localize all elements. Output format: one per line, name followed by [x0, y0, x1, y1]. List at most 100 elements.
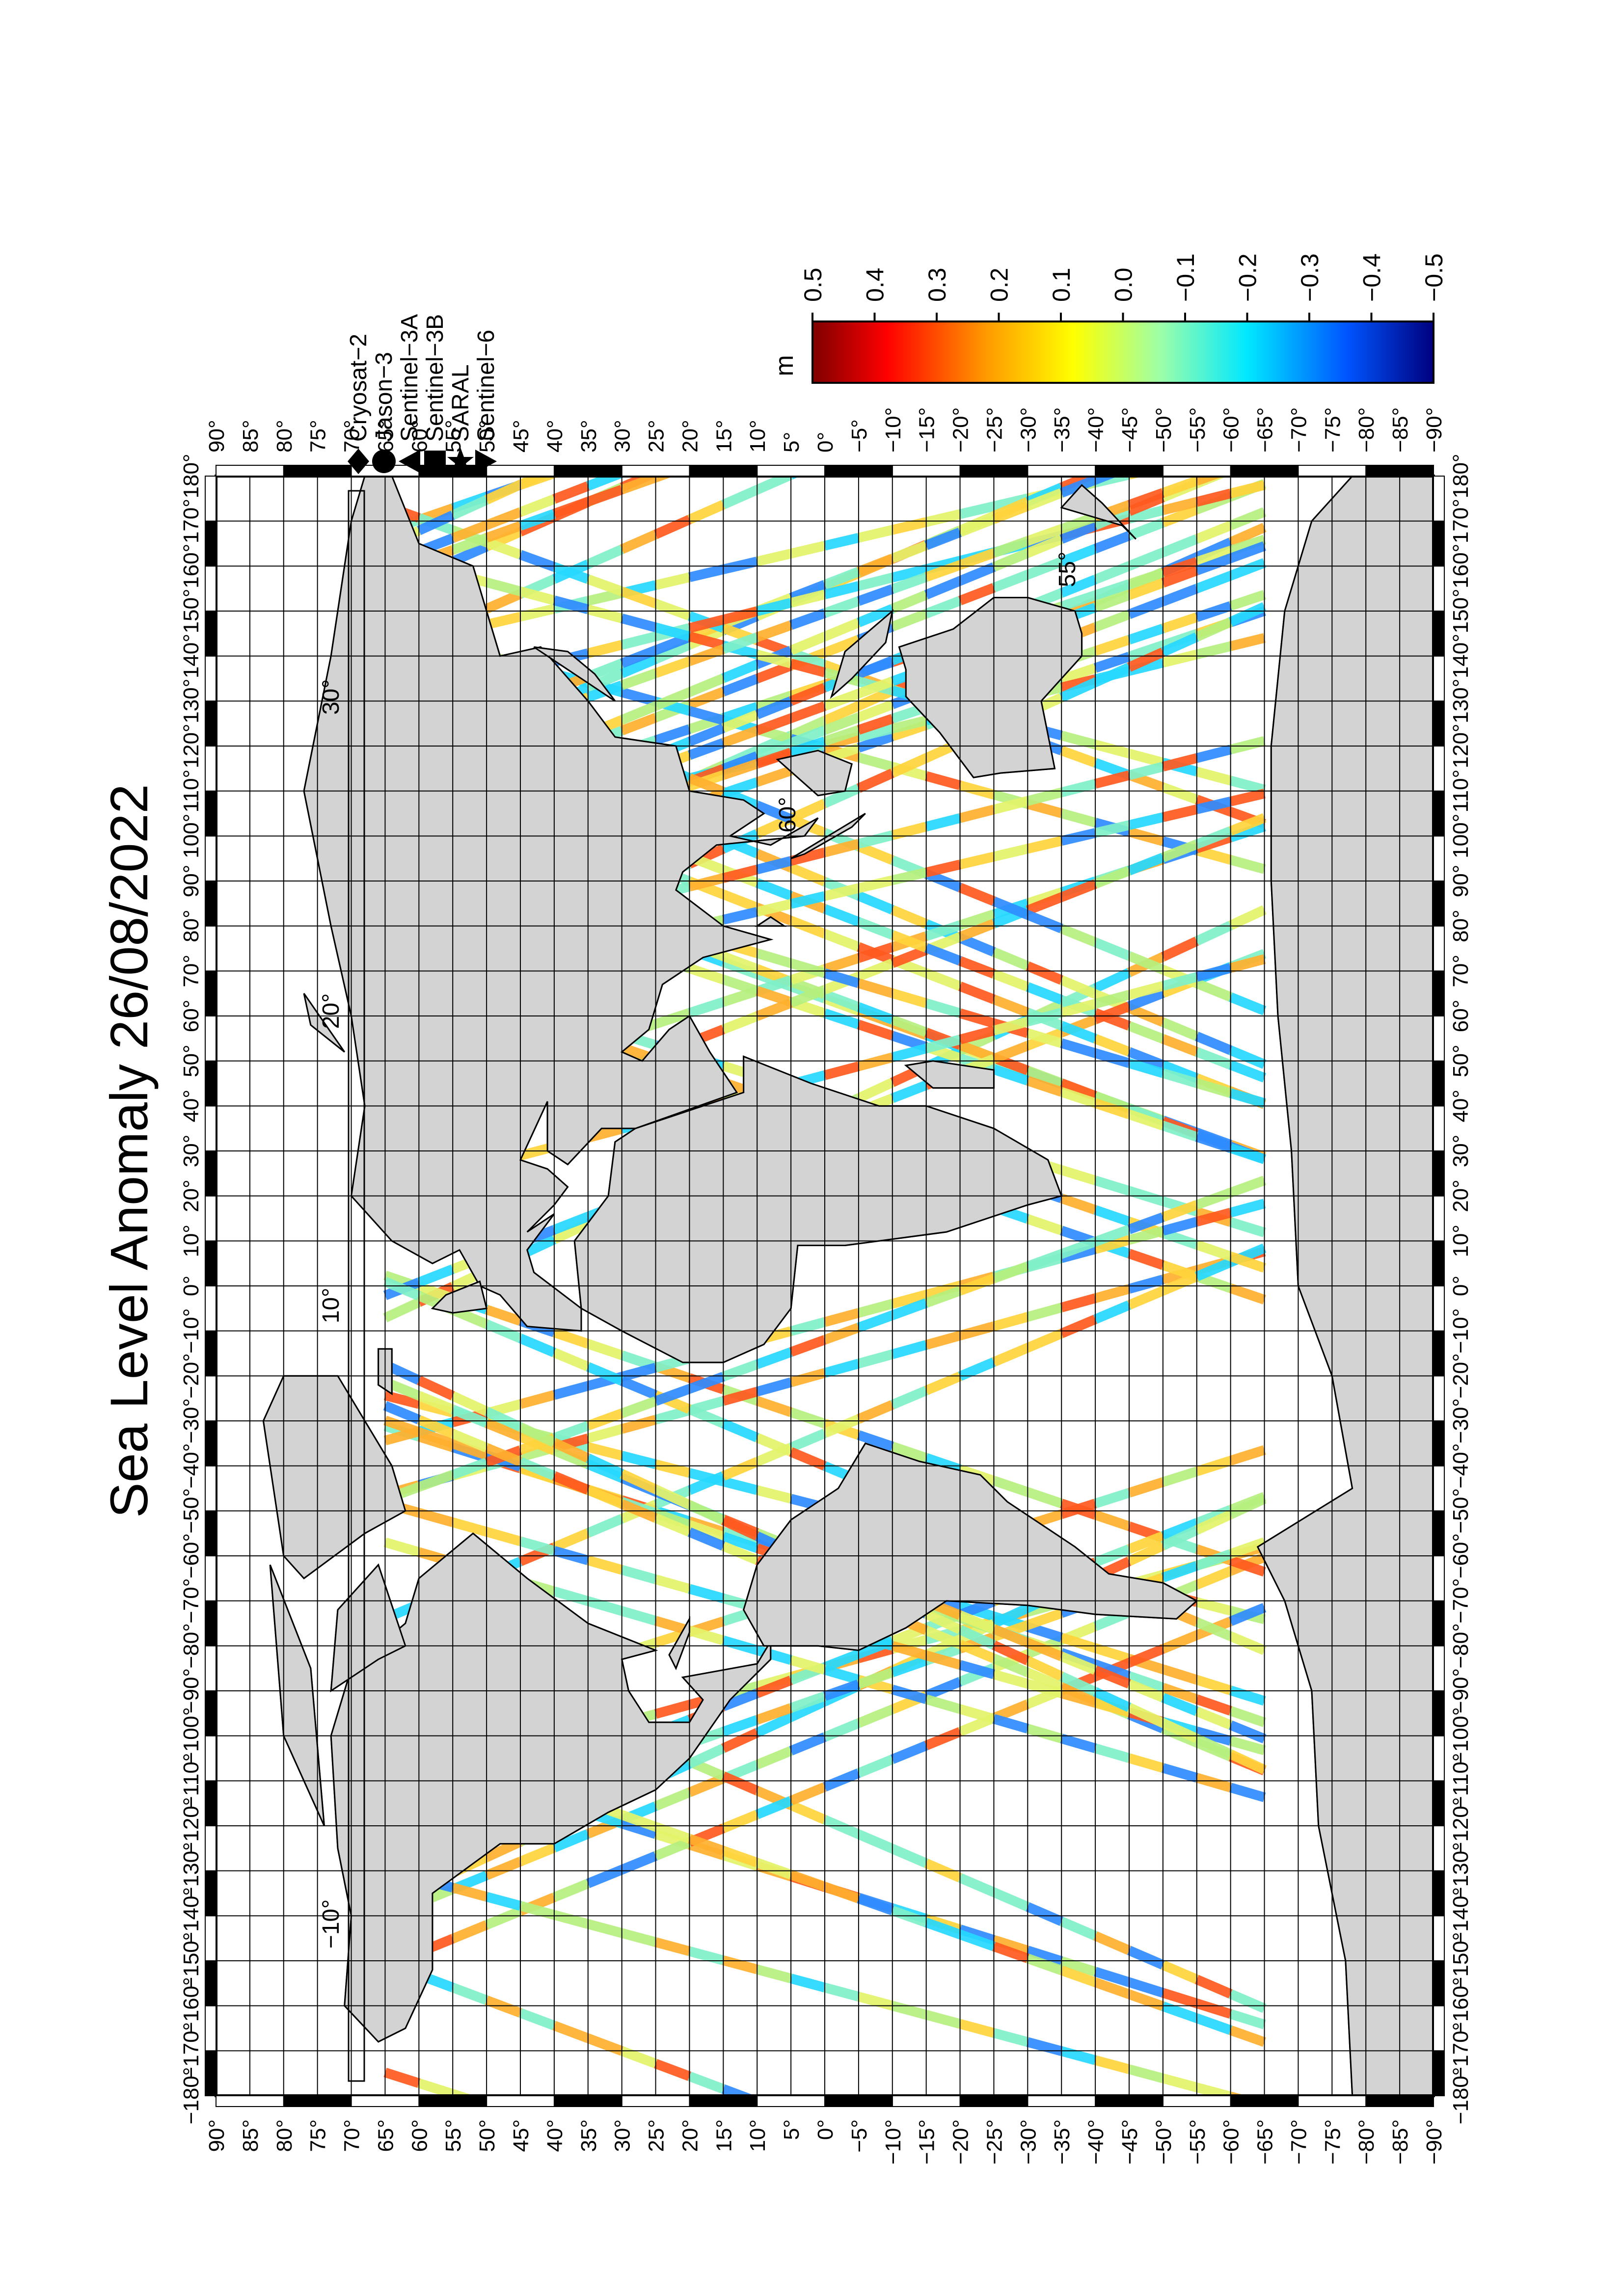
track-segment	[722, 606, 758, 625]
latitude-label: 35°	[577, 2119, 601, 2152]
latitude-label: −35°	[1050, 407, 1074, 453]
latitude-label: −45°	[1118, 407, 1142, 453]
track-segment	[823, 713, 861, 735]
track-segment	[451, 1429, 488, 1453]
longitude-label: −30°	[179, 1398, 203, 1443]
frame-block	[892, 2095, 961, 2107]
latitude-label: −25°	[982, 407, 1006, 453]
track-segment	[1127, 1541, 1165, 1566]
track-segment	[620, 1606, 657, 1626]
inset-label: 55°	[1055, 552, 1081, 587]
track-segment	[552, 1471, 590, 1495]
longitude-label: 150°	[1449, 588, 1473, 633]
frame-block	[1433, 655, 1445, 702]
track-segment	[654, 656, 691, 678]
track-segment	[924, 1371, 962, 1395]
land-overlay-new-zealand	[1060, 484, 1136, 540]
track-segment	[890, 905, 928, 929]
longitude-label: 160°	[1449, 544, 1473, 588]
track-segment	[755, 713, 793, 735]
frame-block	[553, 465, 622, 477]
latitude-label: −75°	[1321, 407, 1345, 453]
latitude-label: −60°	[1219, 2119, 1244, 2164]
track-segment	[925, 859, 961, 878]
frame-block	[205, 1150, 216, 1197]
longitude-label: −20°	[1449, 1353, 1473, 1398]
track-segment	[1162, 1217, 1198, 1236]
track-segment	[1195, 767, 1232, 786]
track-segment	[890, 753, 928, 778]
track-segment	[958, 2019, 996, 2038]
longitude-label: 120°	[1449, 723, 1473, 768]
land-overlay-japan	[533, 646, 616, 702]
longitude-labels-bottom: −180°−170°−160°−150°−140°−130°−120°−110°…	[1449, 454, 1473, 2124]
frame-block	[205, 565, 216, 612]
star-icon	[447, 448, 474, 473]
track-segment	[789, 659, 826, 677]
track-segment	[992, 1016, 1029, 1036]
track-segment	[1094, 1488, 1131, 1508]
track-segment	[823, 839, 860, 857]
track-segment	[552, 1219, 590, 1244]
track-segment	[1127, 568, 1165, 589]
track-segment	[755, 620, 793, 642]
frame-block	[1230, 2095, 1299, 2107]
latitude-label: −20°	[949, 2119, 973, 2164]
track-segment	[755, 696, 793, 720]
longitude-label: −150°	[179, 1932, 203, 1990]
track-segment	[1093, 1659, 1131, 1681]
track-segment	[721, 1419, 759, 1442]
frame-block	[1027, 2095, 1096, 2107]
frame-block	[1433, 1285, 1445, 1332]
track-segment	[1060, 828, 1097, 846]
track-segment	[1128, 1275, 1164, 1294]
track-segment	[789, 1335, 827, 1357]
track-segment	[891, 1340, 928, 1359]
track-segment	[586, 1362, 624, 1386]
track-segment	[1127, 1703, 1165, 1728]
track-segment	[1026, 1487, 1063, 1508]
track-segment	[1195, 554, 1233, 575]
track-segment	[721, 890, 759, 912]
satellite-legend: Cryosat−2 Jason−3 Sentinel−3A Sentinel−3B SA…	[346, 314, 499, 474]
track-segment	[552, 1528, 590, 1552]
latitude-labels-right: 90° 85° 80° 75° 70° 65° 60° 55° 50° 45° 40° 35° 30° 2…	[205, 407, 1446, 453]
track-segment	[721, 957, 759, 979]
track-segment	[1059, 924, 1097, 947]
track-segment	[992, 1624, 1030, 1648]
track-segment	[891, 1906, 928, 1927]
track-segment	[586, 574, 624, 596]
track-segment	[1195, 521, 1233, 544]
track-segment	[721, 726, 759, 748]
track-segment	[1195, 571, 1233, 593]
latitude-label: −50°	[1152, 2119, 1176, 2164]
longitude-label: −160°	[1449, 1977, 1473, 2034]
track-segment	[1059, 476, 1097, 498]
latitude-label: 0°	[813, 432, 838, 453]
longitude-label: −10°	[179, 1308, 203, 1354]
track-segment	[653, 687, 692, 711]
track-segment	[1059, 575, 1097, 598]
track-segment	[1228, 523, 1267, 547]
track-segment	[924, 1727, 962, 1750]
track-segment	[890, 590, 928, 614]
track-segment	[1127, 597, 1165, 619]
longitude-label: 0°	[179, 1276, 203, 1296]
track-segment	[1229, 775, 1266, 795]
track-segment	[721, 1457, 759, 1481]
track-segment	[689, 2169, 723, 2180]
track-segment	[757, 392, 791, 403]
track-segment	[789, 541, 826, 559]
track-segment	[823, 1882, 861, 1903]
track-segment	[1195, 826, 1233, 849]
track-segment	[1127, 1989, 1165, 2011]
track-segment	[924, 1453, 962, 1474]
track-segment	[519, 587, 556, 605]
legend-label: SARAL	[448, 365, 474, 442]
track-segment	[857, 830, 894, 849]
track-segment	[1229, 1555, 1266, 1577]
track-segment	[1060, 1956, 1097, 1976]
track-segment	[383, 2067, 421, 2088]
frame-block	[1433, 835, 1445, 882]
track-segment	[1231, 229, 1265, 240]
